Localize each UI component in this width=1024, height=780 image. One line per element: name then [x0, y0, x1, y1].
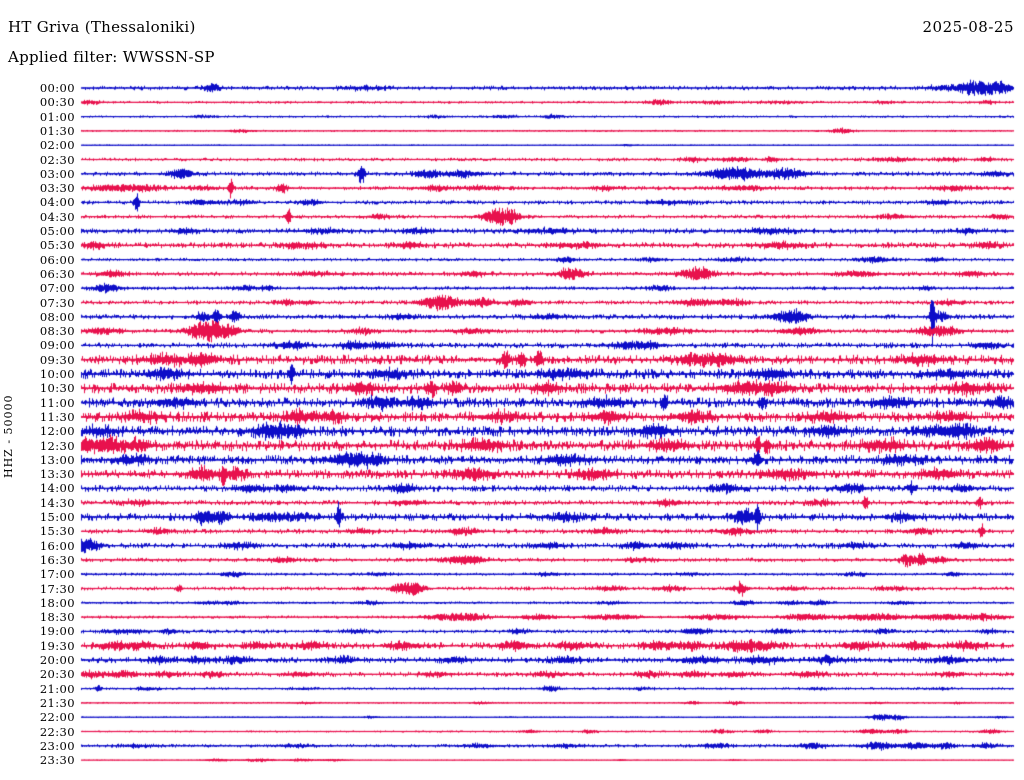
row-time-label: 16:00: [39, 538, 75, 553]
row-time-label: 04:30: [39, 209, 75, 224]
row-time-label: 01:00: [39, 109, 75, 124]
row-time-label: 16:30: [39, 552, 75, 567]
row-time-label: 10:00: [39, 367, 75, 381]
row-time-label: 05:00: [39, 224, 75, 238]
row-time-label: 21:00: [39, 681, 75, 696]
row-time-label: 03:30: [39, 181, 75, 196]
row-time-label: 09:30: [39, 352, 75, 367]
row-time-label: 17:00: [39, 567, 75, 582]
row-time-label: 11:30: [39, 409, 75, 424]
row-time-label: 12:30: [39, 438, 75, 453]
row-time-label: 06:30: [39, 266, 75, 281]
row-time-label: 20:30: [39, 667, 75, 682]
row-time-label: 09:00: [39, 338, 75, 353]
row-time-label: 06:00: [39, 252, 75, 267]
row-time-label: 18:30: [39, 610, 75, 625]
row-time-label: 02:30: [39, 152, 75, 167]
row-time-label: 03:00: [39, 166, 75, 181]
row-time-label: 11:00: [39, 395, 75, 410]
row-time-label: 08:30: [39, 324, 75, 339]
row-time-label: 23:00: [39, 738, 75, 753]
row-time-label: 12:00: [39, 424, 75, 439]
row-time-label: 13:00: [39, 452, 75, 467]
row-time-label: 22:30: [39, 724, 75, 739]
row-time-label: 13:30: [39, 467, 75, 482]
row-time-label: 07:00: [39, 281, 75, 296]
row-time-label: 00:00: [39, 81, 75, 95]
row-time-label: 02:00: [39, 138, 75, 153]
row-time-label: 17:30: [39, 581, 75, 596]
row-time-label: 21:30: [39, 695, 75, 710]
row-time-label: 18:00: [39, 595, 75, 610]
row-time-label: 14:30: [39, 495, 75, 510]
row-time-label: 20:00: [39, 653, 75, 667]
row-time-label: 14:00: [39, 481, 75, 496]
row-time-label: 04:00: [39, 195, 75, 210]
row-time-label: 19:30: [39, 638, 75, 653]
row-time-label: 19:00: [39, 624, 75, 639]
row-time-label: 00:30: [39, 95, 75, 110]
row-time-label: 08:00: [39, 309, 75, 324]
row-time-label: 15:00: [39, 510, 75, 524]
row-time-label: 22:00: [39, 710, 75, 725]
row-time-label: 15:30: [39, 524, 75, 539]
time-axis-labels: 00:00 00:30 01:00 01:30 02:00 02:30 03:00 03:30…: [0, 0, 76, 780]
row-time-label: 23:30: [39, 753, 75, 768]
row-time-label: 10:30: [39, 381, 75, 396]
row-time-label: 07:30: [39, 295, 75, 310]
row-time-label: 05:30: [39, 238, 75, 253]
row-time-label: 01:30: [39, 123, 75, 138]
